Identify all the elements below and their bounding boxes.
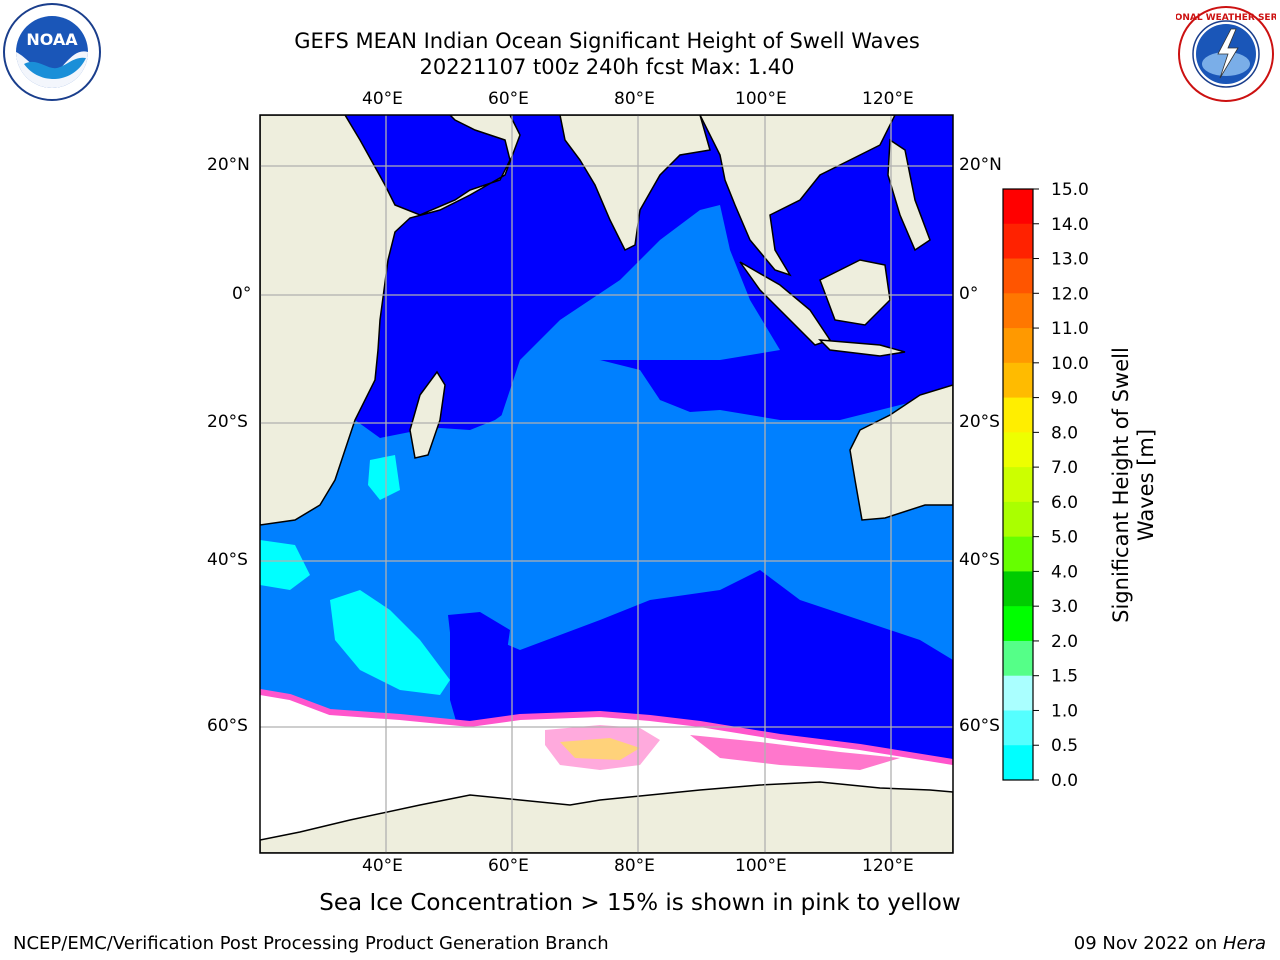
footer-date: 09 Nov 2022 on Hera	[1074, 933, 1266, 954]
colorbar-swatch	[1003, 501, 1033, 538]
sea-ice-edge	[260, 689, 953, 765]
lon-tick-top-120e: 120°E	[862, 89, 914, 109]
swell-band-1.0-1.5-southwest	[330, 590, 450, 695]
chart-subtitle: 20221107 t00z 240h fcst Max: 1.40	[419, 55, 795, 79]
colorbar-swatch	[1003, 223, 1033, 260]
lat-tick-left-40s: 40°S	[207, 550, 248, 570]
colorbar-tick-label: 4.0	[1051, 562, 1078, 582]
colorbar-frame	[1002, 188, 1034, 781]
colorbar-swatch	[1003, 397, 1033, 433]
colorbar-swatch	[1003, 745, 1033, 781]
lat-tick-right-40s: 40°S	[959, 550, 1000, 570]
colorbar-tick-label: 2.0	[1051, 632, 1078, 652]
noaa-logo: NOAA	[2, 2, 102, 102]
nws-emblem-icon: NATIONAL WEATHER SERVICE	[1151, 6, 1280, 102]
lat-tick-right-60s: 60°S	[959, 716, 1000, 736]
colorbar-tick-label: 11.0	[1051, 319, 1089, 339]
map-area	[260, 115, 953, 853]
footer-machine: Hera	[1222, 933, 1266, 954]
colorbar-swatch	[1003, 432, 1033, 468]
lon-tick-top-80e: 80°E	[614, 89, 655, 109]
colorbar-tick-label: 5.0	[1051, 528, 1078, 548]
colorbar-swatch	[1003, 362, 1033, 399]
colorbar-tick-label: 8.0	[1051, 423, 1078, 443]
lon-tick-top-100e: 100°E	[735, 89, 787, 109]
graticule	[260, 115, 953, 853]
lat-tick-right-0: 0°	[959, 284, 979, 304]
colorbar-swatch	[1003, 293, 1033, 329]
noaa-text: NOAA	[26, 30, 78, 49]
noaa-emblem-icon: NOAA	[3, 3, 101, 101]
land-philippines	[887, 138, 931, 252]
lon-tick-bottom-60e: 60°E	[488, 856, 529, 876]
colorbar-tick-label: 9.0	[1051, 389, 1078, 409]
lat-tick-right-20n: 20°N	[959, 155, 1002, 175]
lon-tick-bottom-120e: 120°E	[862, 856, 914, 876]
colorbar-title-line2: Waves [m]	[1134, 428, 1158, 542]
lon-tick-top-40e: 40°E	[362, 89, 403, 109]
colorbar-swatch	[1003, 328, 1033, 364]
colorbar-swatch	[1003, 710, 1033, 746]
land-australia	[849, 384, 953, 521]
colorbar-ticks: 15.0 14.0 13.0 12.0 11.0 10.0 9.0 8.0 7.0 6.0 5.0 4…	[1033, 180, 1089, 791]
land-madagascar	[409, 370, 446, 459]
colorbar-swatch	[1003, 467, 1033, 503]
colorbar-swatch	[1003, 675, 1033, 711]
colorbar-tick-label: 15.0	[1051, 180, 1089, 200]
lat-tick-left-60s: 60°S	[207, 716, 248, 736]
nws-ring-text: NATIONAL WEATHER SERVICE	[1176, 13, 1276, 23]
lat-tick-left-0: 0°	[232, 284, 252, 304]
lat-tick-right-20s: 20°S	[959, 412, 1000, 432]
chart-title: GEFS MEAN Indian Ocean Significant Heigh…	[294, 29, 920, 53]
colorbar-tick-label: 12.0	[1051, 284, 1089, 304]
lon-tick-top-60e: 60°E	[488, 89, 529, 109]
swell-band-0-0.5-east-patch	[645, 360, 840, 418]
lon-tick-bottom-40e: 40°E	[362, 856, 403, 876]
colorbar-swatch	[1003, 258, 1033, 294]
land-antarctica	[260, 781, 953, 853]
colorbar-tick-label: 6.0	[1051, 493, 1078, 513]
swell-band-0-0.5-kerguelen	[448, 612, 510, 670]
footer-credit: NCEP/EMC/Verification Post Processing Pr…	[13, 933, 609, 954]
swell-band-1.0-1.5-west-edge	[260, 540, 310, 590]
colorbar-tick-label: 13.0	[1051, 250, 1089, 270]
land-borneo	[819, 259, 891, 326]
colorbar	[1003, 189, 1033, 781]
colorbar-swatch	[1003, 571, 1033, 607]
sea-ice-band-east	[690, 735, 900, 770]
land-india	[559, 115, 711, 252]
colorbar-title: Significant Height of Swell Waves [m]	[1104, 347, 1164, 623]
colorbar-tick-label: 1.0	[1051, 701, 1078, 721]
colorbar-title-line1: Significant Height of Swell	[1109, 347, 1133, 623]
colorbar-tick-label: 0.0	[1051, 771, 1078, 791]
colorbar-swatch	[1003, 536, 1033, 572]
footer-date-text: 09 Nov 2022 on	[1073, 933, 1223, 954]
colorbar-tick-label: 0.5	[1051, 736, 1078, 756]
land-java	[818, 339, 906, 357]
lat-tick-left-20s: 20°S	[207, 412, 248, 432]
colorbar-swatch	[1003, 606, 1033, 642]
land-southeast-asia	[699, 115, 896, 277]
lon-tick-bottom-80e: 80°E	[614, 856, 655, 876]
nws-logo: NATIONAL WEATHER SERVICE	[1151, 4, 1280, 104]
lat-tick-left-20n: 20°N	[207, 155, 250, 175]
sea-ice-yellow-patch	[560, 738, 640, 760]
colorbar-swatch	[1003, 640, 1033, 677]
map-frame	[259, 114, 954, 854]
swell-band-0.5-1.0-equator	[500, 205, 780, 420]
colorbar-tick-label: 10.0	[1051, 354, 1089, 374]
colorbar-swatch	[1003, 189, 1033, 225]
swell-band-1.0-1.5-mozambique	[368, 455, 400, 500]
sea-ice-caption: Sea Ice Concentration > 15% is shown in …	[319, 890, 961, 916]
colorbar-tick-label: 3.0	[1051, 597, 1078, 617]
colorbar-tick-label: 7.0	[1051, 458, 1078, 478]
colorbar-tick-label: 14.0	[1051, 215, 1089, 235]
lon-tick-bottom-100e: 100°E	[735, 856, 787, 876]
colorbar-tick-label: 1.5	[1051, 667, 1078, 687]
